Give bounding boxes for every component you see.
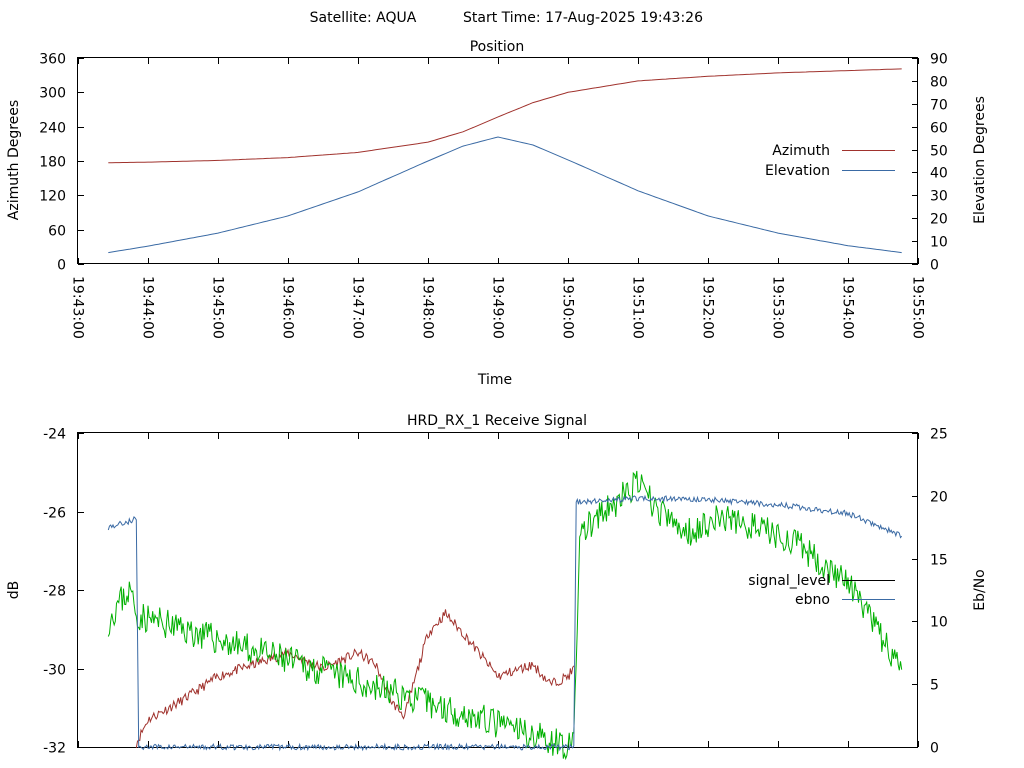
y-tick-label: -26 <box>43 506 66 522</box>
y2-tick-label: 5 <box>930 678 939 694</box>
y-tick-label: -30 <box>43 663 66 679</box>
signal-chart: HRD_RX_1 Receive Signal -32-30-28-26-24 … <box>6 413 988 761</box>
y-tick-label: 120 <box>39 189 66 205</box>
y-tick-label: 180 <box>39 155 66 171</box>
start-time-label: Start Time: 17-Aug-2025 19:43:26 <box>463 10 703 26</box>
y-tick-label: 360 <box>39 52 66 68</box>
signal-ticks <box>78 433 919 748</box>
position-y2-tick-labels: 0 10 20 30 40 50 60 70 80 90 <box>930 52 948 274</box>
position-ticks <box>78 58 919 265</box>
x-tick-label: 19:48:00 <box>420 276 436 339</box>
legend-ebno-label: ebno <box>795 592 830 608</box>
position-xlabel: Time <box>477 372 512 388</box>
y2-tick-label: 50 <box>930 144 948 160</box>
x-tick-label: 19:49:00 <box>490 276 506 339</box>
y-tick-label: -28 <box>43 584 66 600</box>
position-ylabel: Azimuth Degrees <box>6 100 22 220</box>
x-tick-label: 19:52:00 <box>700 276 716 339</box>
position-x-tick-labels: 19:43:00 19:44:00 19:45:00 19:46:00 19:47:00… <box>70 276 926 339</box>
x-tick-label: 19:44:00 <box>140 276 156 339</box>
y2-tick-label: 90 <box>930 52 948 68</box>
position-chart: Position 0 60 120 180 240 300 360 0 10 20 30 40 50 6… <box>6 39 988 388</box>
y2-tick-label: 40 <box>930 166 948 182</box>
signal-y2-tick-labels: 0 5 10 15 20 25 <box>930 427 948 757</box>
position-y2label: Elevation Degrees <box>972 96 988 224</box>
x-tick-label: 19:51:00 <box>630 276 646 339</box>
position-plot-frame <box>77 57 918 264</box>
y-tick-label: 0 <box>57 258 66 274</box>
x-tick-label: 19:50:00 <box>560 276 576 339</box>
legend-azimuth-label: Azimuth <box>772 143 830 159</box>
y-tick-label: 300 <box>39 86 66 102</box>
legend-elevation-label: Elevation <box>765 163 830 179</box>
ebno-series-line <box>107 494 903 752</box>
y2-tick-label: 70 <box>930 98 948 114</box>
x-tick-label: 19:55:00 <box>910 276 926 339</box>
green-series-line <box>107 470 903 761</box>
signal-y-tick-labels: -32 -30 -28 -26 -24 <box>43 427 66 757</box>
y2-tick-label: 10 <box>930 235 948 251</box>
x-tick-label: 19:46:00 <box>280 276 296 339</box>
x-tick-label: 19:43:00 <box>70 276 86 339</box>
signal-ylabel: dB <box>6 581 22 600</box>
x-tick-label: 19:53:00 <box>770 276 786 339</box>
y2-tick-label: 20 <box>930 490 948 506</box>
x-tick-label: 19:47:00 <box>350 276 366 339</box>
y-tick-label: 60 <box>48 224 66 240</box>
azimuth-series-line <box>108 68 902 164</box>
x-tick-label: 19:45:00 <box>210 276 226 339</box>
y2-tick-label: 60 <box>930 121 948 137</box>
y-tick-label: -24 <box>43 427 66 443</box>
position-y-tick-labels: 0 60 120 180 240 300 360 <box>39 52 66 274</box>
y2-tick-label: 0 <box>930 258 939 274</box>
position-title: Position <box>470 39 525 55</box>
y2-tick-label: 15 <box>930 553 948 569</box>
y2-tick-label: 25 <box>930 427 948 443</box>
y2-tick-label: 10 <box>930 615 948 631</box>
legend-signal-level-label: signal_level <box>748 573 830 589</box>
signal-plot-frame <box>77 432 918 748</box>
y2-tick-label: 20 <box>930 212 948 228</box>
y-tick-label: 240 <box>39 121 66 137</box>
y-tick-label: -32 <box>43 741 66 757</box>
y2-tick-label: 30 <box>930 189 948 205</box>
signal-title: HRD_RX_1 Receive Signal <box>407 413 587 429</box>
signal-level-series-line <box>135 609 575 749</box>
x-tick-label: 19:54:00 <box>840 276 856 339</box>
elevation-series-line <box>108 136 902 254</box>
signal-y2label: Eb/No <box>972 569 988 611</box>
y2-tick-label: 0 <box>930 741 939 757</box>
satellite-label: Satellite: AQUA <box>310 10 417 26</box>
y2-tick-label: 80 <box>930 75 948 91</box>
